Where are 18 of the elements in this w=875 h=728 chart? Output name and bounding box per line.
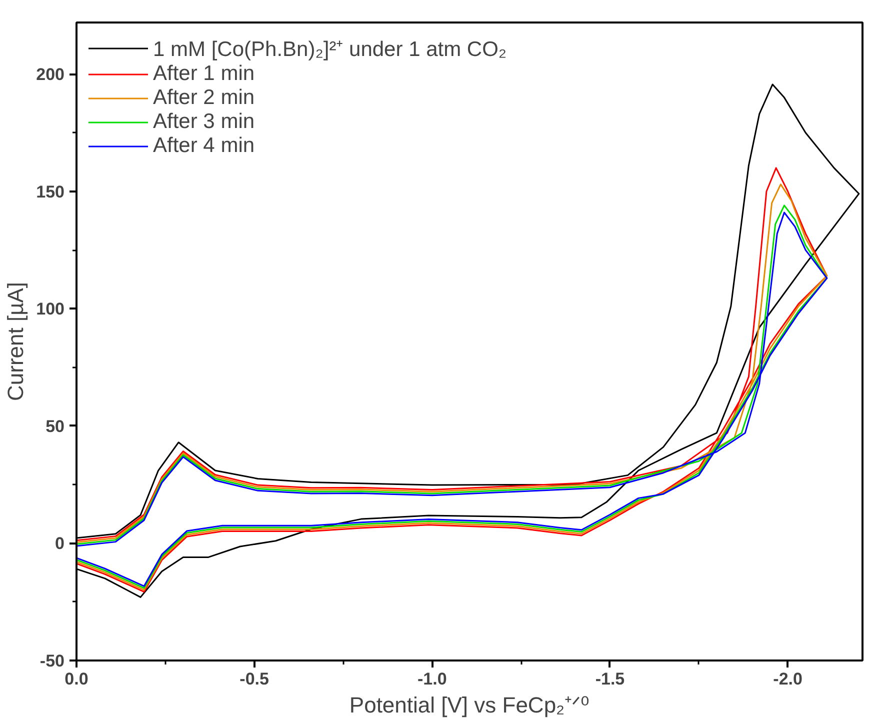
y-axis-title: Current [µA] bbox=[3, 282, 28, 402]
legend-label: After 4 min bbox=[153, 134, 255, 158]
x-tick-label: 0.0 bbox=[64, 670, 88, 688]
x-tick-label: -1.0 bbox=[418, 670, 447, 688]
legend-label: After 1 min bbox=[153, 62, 255, 86]
x-tick-label: -1.5 bbox=[595, 670, 625, 688]
y-tick-label: -50 bbox=[40, 652, 65, 670]
y-tick-label: 150 bbox=[36, 182, 65, 202]
legend-label: 1 mM [Co(Ph.Bn)₂]²⁺ under 1 atm CO₂ bbox=[153, 37, 507, 62]
y-tick-label: 50 bbox=[46, 416, 65, 436]
y-tick-label: 0 bbox=[55, 534, 65, 554]
y-tick-label: 200 bbox=[36, 65, 65, 84]
legend-label: After 2 min bbox=[153, 86, 255, 110]
x-axis-title: Potential [V] vs FeCp₂⁺ᐟ⁰ bbox=[349, 692, 590, 718]
legend-label: After 3 min bbox=[153, 110, 255, 134]
y-tick-label: 100 bbox=[36, 300, 65, 319]
x-tick-label: -0.5 bbox=[240, 670, 269, 688]
x-tick-label: -2.0 bbox=[773, 670, 802, 688]
